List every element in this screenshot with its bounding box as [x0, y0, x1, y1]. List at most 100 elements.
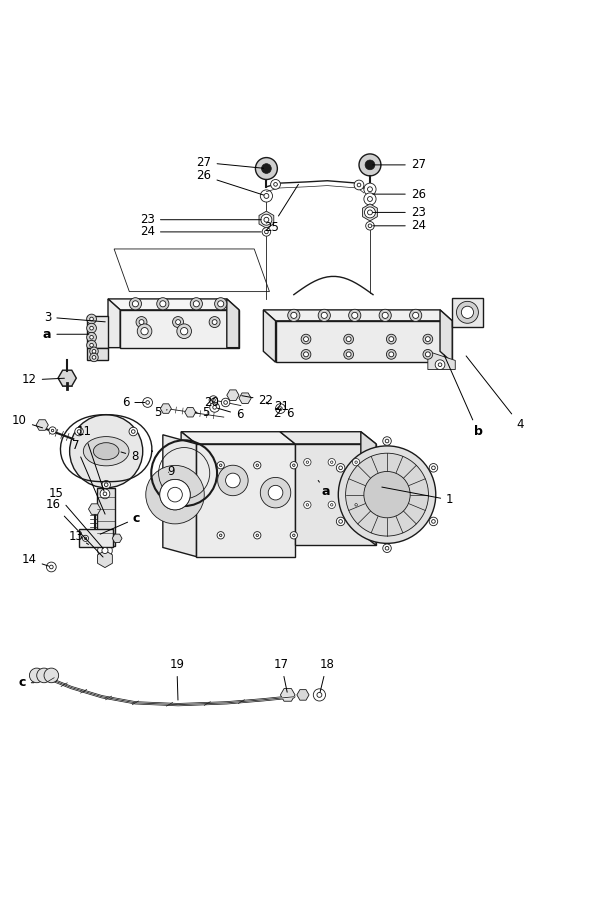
Circle shape	[365, 160, 375, 170]
Circle shape	[366, 221, 374, 230]
Circle shape	[429, 518, 438, 526]
Circle shape	[346, 454, 428, 536]
Text: 4: 4	[466, 356, 524, 431]
Polygon shape	[239, 393, 251, 403]
Circle shape	[313, 688, 326, 701]
Circle shape	[352, 312, 358, 319]
Circle shape	[84, 537, 87, 540]
Circle shape	[337, 464, 345, 472]
Circle shape	[129, 428, 138, 436]
Circle shape	[304, 337, 308, 342]
Circle shape	[129, 298, 141, 310]
Text: 9: 9	[168, 464, 175, 478]
Circle shape	[379, 310, 391, 321]
Polygon shape	[97, 551, 113, 568]
Ellipse shape	[83, 436, 129, 466]
Text: 11: 11	[76, 425, 104, 491]
Circle shape	[224, 400, 228, 404]
Circle shape	[431, 519, 435, 523]
Polygon shape	[263, 310, 452, 320]
Circle shape	[318, 310, 330, 321]
Text: 18: 18	[319, 658, 334, 692]
Circle shape	[177, 324, 192, 338]
Circle shape	[217, 532, 225, 539]
Circle shape	[328, 501, 335, 508]
Circle shape	[386, 334, 396, 344]
Circle shape	[382, 544, 391, 553]
Circle shape	[168, 487, 182, 502]
Polygon shape	[112, 534, 122, 543]
Text: a: a	[318, 481, 330, 498]
Text: 5: 5	[195, 406, 210, 419]
Polygon shape	[163, 435, 196, 556]
Circle shape	[435, 360, 445, 370]
Circle shape	[389, 337, 394, 342]
Circle shape	[160, 301, 166, 307]
Polygon shape	[259, 212, 274, 229]
Polygon shape	[440, 310, 452, 363]
Circle shape	[386, 349, 396, 359]
Polygon shape	[227, 299, 239, 347]
Circle shape	[146, 400, 149, 404]
Circle shape	[364, 472, 410, 518]
Circle shape	[209, 396, 218, 404]
Circle shape	[146, 465, 204, 524]
Text: 23: 23	[140, 213, 261, 226]
Circle shape	[290, 462, 297, 469]
Circle shape	[181, 328, 188, 335]
Polygon shape	[362, 204, 378, 220]
Text: 19: 19	[170, 658, 184, 700]
Circle shape	[92, 356, 96, 359]
Circle shape	[220, 464, 222, 466]
Circle shape	[70, 415, 143, 488]
Text: 16: 16	[46, 499, 103, 557]
Polygon shape	[181, 432, 196, 556]
Text: 27: 27	[196, 156, 264, 169]
Circle shape	[264, 230, 268, 234]
Text: 15: 15	[49, 488, 103, 548]
Circle shape	[409, 310, 422, 321]
Circle shape	[346, 337, 351, 342]
Circle shape	[103, 492, 106, 496]
Bar	[80, 529, 113, 547]
Text: 5: 5	[154, 406, 167, 419]
Circle shape	[98, 544, 112, 558]
Circle shape	[275, 404, 285, 413]
Circle shape	[212, 320, 217, 325]
Circle shape	[306, 461, 308, 464]
Circle shape	[330, 504, 333, 506]
Polygon shape	[428, 351, 455, 370]
Circle shape	[222, 398, 230, 407]
Circle shape	[47, 562, 56, 572]
Circle shape	[226, 473, 240, 488]
Circle shape	[337, 518, 345, 526]
Bar	[452, 298, 483, 327]
Circle shape	[304, 352, 308, 356]
Circle shape	[90, 353, 99, 362]
Circle shape	[75, 428, 83, 436]
Circle shape	[271, 179, 280, 189]
Text: 2: 2	[266, 402, 280, 420]
Polygon shape	[280, 432, 376, 444]
Circle shape	[217, 462, 225, 469]
Circle shape	[90, 327, 94, 330]
Circle shape	[261, 164, 271, 174]
Circle shape	[136, 317, 147, 328]
Circle shape	[357, 184, 361, 187]
Circle shape	[90, 344, 94, 347]
Circle shape	[176, 320, 181, 325]
Circle shape	[253, 532, 261, 539]
Circle shape	[328, 458, 335, 466]
Circle shape	[301, 334, 311, 344]
Circle shape	[29, 668, 44, 683]
Text: 21: 21	[266, 400, 289, 412]
Text: 22: 22	[242, 393, 274, 407]
Circle shape	[220, 534, 222, 536]
Text: 6: 6	[122, 396, 145, 409]
Circle shape	[301, 349, 311, 359]
Text: 27: 27	[373, 158, 426, 171]
Text: 14: 14	[21, 554, 49, 566]
Polygon shape	[275, 320, 452, 363]
Text: 6: 6	[280, 407, 294, 420]
Text: 12: 12	[21, 374, 64, 386]
